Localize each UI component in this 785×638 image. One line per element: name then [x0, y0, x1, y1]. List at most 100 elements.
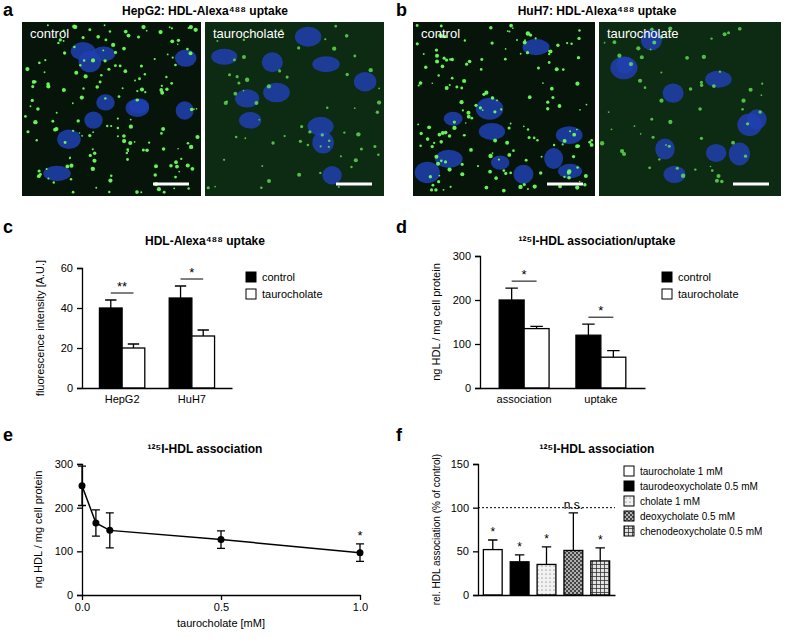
- micrograph-label: taurocholate: [213, 26, 285, 41]
- vesicle: [468, 60, 472, 64]
- panel-letter: f: [396, 425, 403, 445]
- y-tick-mark: [475, 344, 480, 345]
- vesicle: [441, 65, 445, 69]
- vesicle: [110, 125, 112, 127]
- vesicle: [569, 130, 571, 132]
- micrograph-background: [599, 22, 781, 196]
- vesicle: [453, 120, 456, 123]
- legend-swatch: [246, 289, 256, 299]
- vesicle: [324, 38, 326, 40]
- legend-label: chenodeoxycholate 0.5 mM: [640, 526, 762, 537]
- vesicle: [491, 97, 493, 99]
- nucleus: [729, 142, 750, 165]
- vesicle: [563, 139, 567, 143]
- nucleus: [312, 131, 334, 153]
- bar: [499, 300, 524, 388]
- vesicle: [449, 186, 451, 188]
- vesicle: [437, 180, 440, 183]
- scale-bar: [733, 183, 769, 186]
- vesicle: [319, 172, 321, 174]
- vesicle: [444, 131, 448, 135]
- bar: [576, 335, 601, 388]
- vesicle: [553, 144, 555, 146]
- x-tick-mark: [82, 595, 83, 600]
- vesicle: [685, 56, 689, 60]
- nucleus: [235, 89, 259, 107]
- vesicle: [548, 61, 551, 64]
- vesicle: [56, 112, 58, 114]
- vesicle: [719, 71, 721, 73]
- vesicle: [636, 46, 640, 50]
- vesicle: [700, 84, 703, 87]
- nucleus: [57, 129, 81, 149]
- data-point: [106, 527, 113, 534]
- vesicle: [449, 84, 451, 86]
- vesicle: [507, 30, 509, 32]
- vesicle: [135, 190, 139, 194]
- y-tick: 60: [61, 262, 82, 274]
- vesicle: [711, 169, 714, 172]
- vesicle: [356, 132, 360, 136]
- vesicle: [308, 130, 311, 133]
- figure: aHepG2: HDL-Alexa⁴⁸⁸ uptakecontroltauroc…: [0, 0, 785, 638]
- vesicle: [419, 144, 422, 147]
- error-bar: [105, 300, 116, 308]
- vesicle: [576, 166, 579, 169]
- vesicle: [419, 81, 423, 85]
- vesicle: [668, 120, 672, 124]
- vesicle: [464, 39, 466, 41]
- vesicle: [148, 142, 150, 144]
- vesicle: [461, 163, 464, 166]
- vesicle: [741, 98, 745, 102]
- nucleus: [444, 112, 463, 126]
- y-tick-mark: [473, 551, 478, 552]
- error-bar: [596, 548, 605, 561]
- vesicle: [134, 141, 136, 143]
- legend-label: control: [678, 271, 711, 283]
- bar: [537, 564, 556, 595]
- nucleus: [663, 83, 684, 102]
- vesicle: [63, 52, 66, 55]
- vesicle: [77, 119, 80, 122]
- vesicle: [431, 82, 433, 84]
- vesicle: [122, 87, 124, 89]
- vesicle: [659, 99, 663, 103]
- vesicle: [353, 55, 356, 58]
- vesicle: [63, 52, 65, 54]
- y-axis-line: [77, 465, 83, 596]
- vesicle: [267, 84, 271, 88]
- vesicle: [328, 146, 330, 148]
- vesicle: [467, 115, 471, 119]
- vesicle: [741, 108, 744, 111]
- vesicle: [207, 186, 210, 189]
- vesicle: [417, 123, 419, 125]
- vesicle: [88, 134, 91, 137]
- vesicle: [163, 191, 166, 194]
- y-axis-line: [77, 269, 83, 389]
- micrograph-label: control: [30, 26, 69, 41]
- vesicle: [157, 187, 161, 191]
- vesicle: [26, 130, 29, 133]
- significance-label: *: [357, 528, 362, 543]
- vesicle: [106, 125, 108, 127]
- vesicle: [73, 46, 76, 49]
- vesicle: [320, 145, 322, 147]
- vesicle: [437, 74, 439, 76]
- nucleus: [175, 49, 197, 66]
- vesicle: [502, 189, 506, 193]
- vesicle: [338, 186, 340, 188]
- legend-swatch: [624, 481, 634, 491]
- x-axis-line: [481, 388, 646, 389]
- vesicle: [600, 141, 604, 145]
- bar: [591, 561, 610, 595]
- vesicle: [245, 77, 249, 81]
- legend-label: control: [262, 271, 295, 283]
- vesicle: [588, 141, 591, 144]
- vesicle: [496, 99, 498, 101]
- vesicle: [93, 152, 96, 155]
- vesicle: [233, 92, 237, 96]
- vesicle: [650, 118, 653, 121]
- vesicle: [761, 83, 763, 85]
- vesicle: [127, 34, 131, 38]
- y-tick: 100: [451, 502, 478, 514]
